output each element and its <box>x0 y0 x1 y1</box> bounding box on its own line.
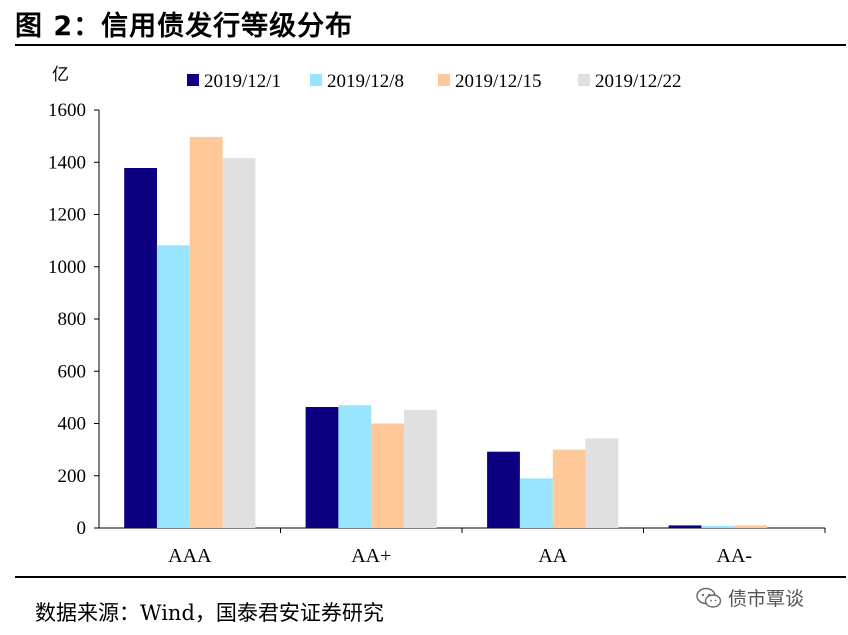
bar <box>487 451 520 528</box>
legend-swatch <box>438 74 450 86</box>
legend-swatch <box>187 74 199 86</box>
bar <box>585 438 619 528</box>
y-tick-label: 600 <box>58 361 87 382</box>
bar <box>552 449 586 528</box>
wechat-chat-icon <box>696 587 722 608</box>
bar <box>222 158 256 528</box>
legend-label: 2019/12/22 <box>595 71 682 92</box>
bar <box>189 136 223 528</box>
bar <box>156 245 190 529</box>
y-tick-label: 400 <box>58 414 87 435</box>
bar <box>371 423 405 528</box>
bar <box>338 405 372 528</box>
bar <box>668 525 702 528</box>
bar <box>305 407 339 528</box>
y-tick-label: 0 <box>77 518 87 539</box>
source-note: 数据来源：Wind，国泰君安证券研究 <box>35 601 384 625</box>
legend-label: 2019/12/15 <box>455 71 542 92</box>
y-tick-label: 800 <box>58 309 87 330</box>
x-category-label: AA- <box>717 545 753 567</box>
bar <box>734 525 768 528</box>
x-category-label: AAA <box>168 545 212 567</box>
bar <box>701 525 735 528</box>
y-tick-label: 1200 <box>48 205 86 226</box>
y-tick-label: 1400 <box>48 152 86 173</box>
bar <box>124 168 157 528</box>
y-axis-unit-label: 亿 <box>52 65 69 85</box>
watermark-text: 债市覃谈 <box>728 588 805 610</box>
x-category-label: AA+ <box>351 545 391 567</box>
bar-chart: 0 200 400 600 800 1000 1200 1400 1600 AAA AA+ AA AA-… <box>48 71 826 567</box>
footer-divider <box>15 576 846 578</box>
chart-title: 图 2：信用债发行等级分布 <box>15 11 354 42</box>
title-divider <box>15 44 846 46</box>
y-tick-label: 1600 <box>48 100 86 121</box>
y-tick-label: 200 <box>58 466 87 487</box>
bar <box>404 409 437 528</box>
watermark: 债市覃谈 <box>696 584 804 611</box>
bar <box>519 478 553 528</box>
legend-swatch <box>578 74 590 86</box>
x-category-label: AA <box>538 545 567 567</box>
legend-swatch <box>310 74 322 86</box>
y-tick-label: 1000 <box>48 257 86 278</box>
legend-label: 2019/12/8 <box>327 71 404 92</box>
legend-label: 2019/12/1 <box>204 71 281 92</box>
